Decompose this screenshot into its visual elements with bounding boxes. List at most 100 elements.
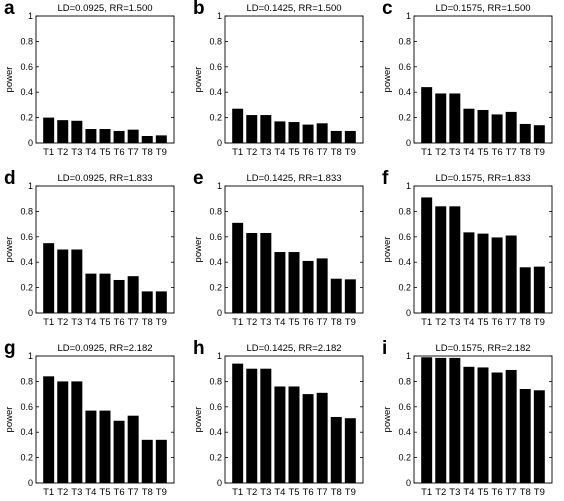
bar-f-4 bbox=[463, 232, 475, 313]
x-tick-label-b-1: T1 bbox=[232, 147, 243, 158]
x-tick-label-i-1: T1 bbox=[421, 487, 432, 498]
x-tick-label-f-6: T6 bbox=[492, 317, 503, 328]
chart-title-i: LD=0.1575, RR=2.182 bbox=[435, 343, 530, 354]
x-tick-label-c-5: T5 bbox=[477, 147, 488, 158]
x-tick-label-e-3: T3 bbox=[260, 317, 271, 328]
bar-c-3 bbox=[449, 93, 461, 143]
x-tick-label-h-1: T1 bbox=[232, 487, 243, 498]
bar-f-5 bbox=[477, 233, 489, 314]
panel-letter-h: h bbox=[193, 338, 205, 359]
bar-a-4 bbox=[85, 129, 97, 143]
x-tick-label-a-2: T2 bbox=[57, 147, 68, 158]
y-tick-label-c: 0 bbox=[406, 138, 411, 148]
y-tick-label-f: 1 bbox=[406, 181, 411, 191]
bar-g-3 bbox=[71, 381, 83, 483]
bar-h-5 bbox=[288, 386, 300, 483]
y-tick-label-b: 0.6 bbox=[209, 62, 222, 72]
bar-c-5 bbox=[477, 109, 489, 143]
x-tick-label-d-5: T5 bbox=[99, 317, 110, 328]
bar-d-6 bbox=[113, 279, 125, 313]
bar-i-1 bbox=[421, 357, 433, 483]
bar-i-5 bbox=[477, 367, 489, 483]
bar-b-6 bbox=[302, 124, 314, 143]
x-tick-label-h-6: T6 bbox=[303, 487, 314, 498]
bar-e-5 bbox=[288, 252, 300, 313]
bar-h-1 bbox=[232, 363, 244, 483]
x-tick-label-d-8: T8 bbox=[142, 317, 153, 328]
y-tick-label-b: 0.4 bbox=[209, 87, 222, 97]
bar-f-3 bbox=[449, 206, 461, 313]
x-tick-label-d-1: T1 bbox=[43, 317, 54, 328]
bar-h-6 bbox=[302, 394, 314, 483]
x-tick-label-b-6: T6 bbox=[303, 147, 314, 158]
bar-c-6 bbox=[491, 114, 503, 143]
x-tick-label-b-2: T2 bbox=[246, 147, 257, 158]
y-tick-label-g: 0.4 bbox=[20, 427, 33, 437]
x-tick-label-g-7: T7 bbox=[128, 487, 139, 498]
plot-frame-c bbox=[413, 15, 553, 144]
y-tick-label-e: 0 bbox=[217, 308, 222, 318]
bar-c-9 bbox=[533, 125, 545, 143]
chart-title-d: LD=0.0925, RR=1.833 bbox=[57, 173, 152, 184]
y-tick-label-e: 0.6 bbox=[209, 232, 222, 242]
x-tick-label-f-9: T9 bbox=[534, 317, 545, 328]
x-tick-label-b-9: T9 bbox=[345, 147, 356, 158]
bar-d-5 bbox=[99, 273, 111, 313]
x-tick-label-g-5: T5 bbox=[99, 487, 110, 498]
y-tick-label-c: 0.6 bbox=[398, 62, 411, 72]
bar-f-8 bbox=[519, 267, 531, 313]
bar-g-8 bbox=[141, 439, 153, 483]
bar-e-7 bbox=[316, 258, 328, 313]
bar-i-6 bbox=[491, 372, 503, 483]
plot-frame-h bbox=[224, 355, 364, 484]
bar-b-8 bbox=[330, 130, 342, 143]
x-tick-label-b-3: T3 bbox=[260, 147, 271, 158]
y-tick-label-g: 0.8 bbox=[20, 376, 33, 386]
y-tick-label-h: 1 bbox=[217, 351, 222, 361]
x-tick-label-a-9: T9 bbox=[156, 147, 167, 158]
bar-i-9 bbox=[533, 390, 545, 483]
x-tick-label-a-4: T4 bbox=[85, 147, 96, 158]
bar-i-3 bbox=[449, 357, 461, 483]
plot-frame-g bbox=[35, 355, 175, 484]
x-tick-label-i-3: T3 bbox=[449, 487, 460, 498]
x-tick-label-h-7: T7 bbox=[317, 487, 328, 498]
x-tick-label-g-9: T9 bbox=[156, 487, 167, 498]
x-tick-label-d-3: T3 bbox=[71, 317, 82, 328]
y-tick-label-h: 0 bbox=[217, 478, 222, 488]
x-tick-label-h-4: T4 bbox=[274, 487, 285, 498]
x-tick-label-d-6: T6 bbox=[114, 317, 125, 328]
x-tick-label-h-9: T9 bbox=[345, 487, 356, 498]
bar-h-2 bbox=[246, 368, 258, 483]
y-tick-label-d: 1 bbox=[28, 181, 33, 191]
bar-h-8 bbox=[330, 416, 342, 483]
plot-frame-i bbox=[413, 355, 553, 484]
bar-b-4 bbox=[274, 121, 286, 143]
bar-i-7 bbox=[505, 369, 517, 483]
bar-d-2 bbox=[57, 249, 69, 313]
y-tick-label-i: 0 bbox=[406, 478, 411, 488]
y-tick-label-c: 0.4 bbox=[398, 87, 411, 97]
bar-f-2 bbox=[435, 206, 447, 313]
bar-c-2 bbox=[435, 93, 447, 143]
y-tick-label-e: 0.8 bbox=[209, 206, 222, 216]
x-tick-label-g-2: T2 bbox=[57, 487, 68, 498]
x-tick-label-f-8: T8 bbox=[520, 317, 531, 328]
plot-frame-b bbox=[224, 15, 364, 144]
chart-title-e: LD=0.1425, RR=1.833 bbox=[246, 173, 341, 184]
x-tick-label-g-3: T3 bbox=[71, 487, 82, 498]
bar-c-4 bbox=[463, 108, 475, 143]
y-tick-label-a: 0.8 bbox=[20, 36, 33, 46]
x-tick-label-a-8: T8 bbox=[142, 147, 153, 158]
x-tick-label-h-8: T8 bbox=[331, 487, 342, 498]
x-tick-label-f-5: T5 bbox=[477, 317, 488, 328]
panel-letter-d: d bbox=[4, 168, 16, 189]
x-tick-label-d-2: T2 bbox=[57, 317, 68, 328]
bar-f-1 bbox=[421, 197, 433, 313]
x-tick-label-d-9: T9 bbox=[156, 317, 167, 328]
x-tick-label-b-7: T7 bbox=[317, 147, 328, 158]
x-tick-label-f-4: T4 bbox=[463, 317, 474, 328]
x-tick-label-b-4: T4 bbox=[274, 147, 285, 158]
bar-a-7 bbox=[127, 129, 139, 143]
x-tick-label-c-4: T4 bbox=[463, 147, 474, 158]
